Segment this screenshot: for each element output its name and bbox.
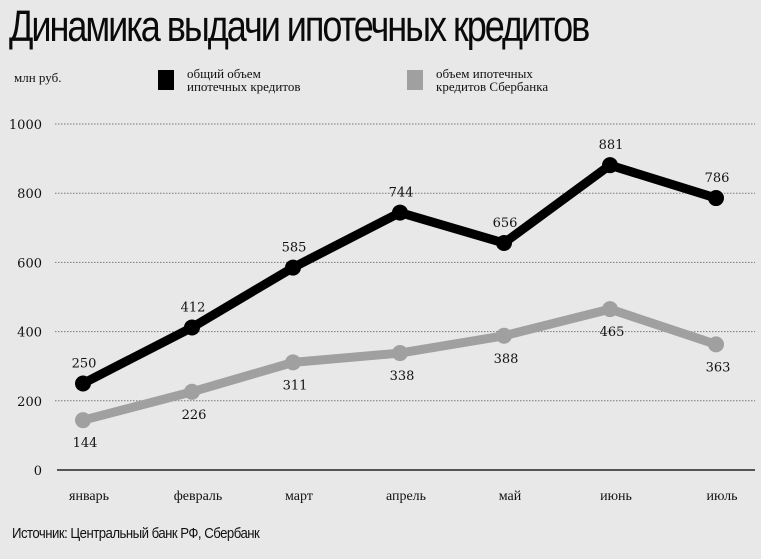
- legend-item-sberbank: объем ипотечных кредитов Сбербанка: [407, 67, 548, 93]
- data-point: [75, 412, 91, 429]
- data-point: [708, 336, 724, 353]
- data-label-total: 412: [181, 300, 206, 315]
- y-tick-label: 1000: [9, 118, 42, 133]
- y-tick-label: 400: [17, 326, 42, 341]
- legend-label-sberbank-line1: объем ипотечных: [436, 66, 533, 81]
- data-point: [184, 383, 200, 400]
- data-label-total: 250: [72, 357, 97, 372]
- data-point: [285, 354, 301, 371]
- y-tick-label: 800: [17, 187, 42, 202]
- data-point: [392, 204, 408, 221]
- data-label-total: 786: [705, 171, 730, 186]
- data-label-sberbank: 144: [73, 436, 98, 451]
- gridlines: [55, 123, 755, 471]
- data-point: [708, 190, 724, 207]
- data-point: [602, 157, 618, 174]
- data-point: [496, 235, 512, 252]
- data-labels: 250 412 585 744 656 881 786 144 226 311 338 388 465 3…: [72, 138, 731, 451]
- y-tick-label: 600: [17, 256, 42, 271]
- y-tick-label: 200: [17, 395, 42, 410]
- data-series: [75, 157, 724, 429]
- legend-swatch-total: [158, 70, 174, 90]
- x-axis-labels: январь февраль март апрель май июнь июль: [69, 489, 737, 504]
- data-label-total: 744: [389, 186, 414, 201]
- y-axis-unit: млн руб.: [14, 70, 62, 85]
- data-point: [392, 345, 408, 362]
- data-label-sberbank: 338: [390, 369, 415, 384]
- data-label-total: 656: [493, 216, 518, 231]
- data-label-sberbank: 465: [600, 325, 625, 340]
- data-label-sberbank: 226: [182, 408, 207, 423]
- y-axis-labels: 0 200 400 600 800 1000: [9, 118, 42, 479]
- legend-swatch-sberbank: [407, 70, 423, 90]
- x-tick-label: июль: [707, 489, 738, 504]
- data-label-sberbank: 311: [283, 378, 308, 393]
- y-tick-label: 0: [34, 464, 42, 479]
- data-point: [184, 319, 200, 336]
- data-label-total: 585: [282, 241, 307, 256]
- x-tick-label: январь: [69, 489, 109, 504]
- legend-label-total-line1: общий объем: [187, 66, 261, 81]
- source-note: Источник: Центральный банк РФ, Сбербанк: [12, 525, 260, 542]
- chart-title: Динамика выдачи ипотечных кредитов: [9, 2, 590, 51]
- data-label-sberbank: 363: [706, 360, 731, 375]
- data-point: [496, 327, 512, 344]
- data-point: [285, 259, 301, 276]
- data-label-sberbank: 388: [494, 352, 519, 367]
- x-tick-label: февраль: [174, 489, 223, 504]
- legend-label-sberbank-line2: кредитов Сбербанка: [436, 79, 549, 94]
- data-point: [75, 375, 91, 392]
- x-tick-label: май: [499, 489, 522, 504]
- x-tick-label: апрель: [386, 489, 426, 504]
- data-label-total: 881: [599, 138, 624, 153]
- data-point: [602, 301, 618, 318]
- legend-label-total-line2: ипотечных кредитов: [187, 79, 301, 94]
- x-tick-label: июнь: [600, 489, 632, 504]
- x-tick-label: март: [285, 489, 313, 504]
- legend-item-total: общий объем ипотечных кредитов: [158, 67, 300, 93]
